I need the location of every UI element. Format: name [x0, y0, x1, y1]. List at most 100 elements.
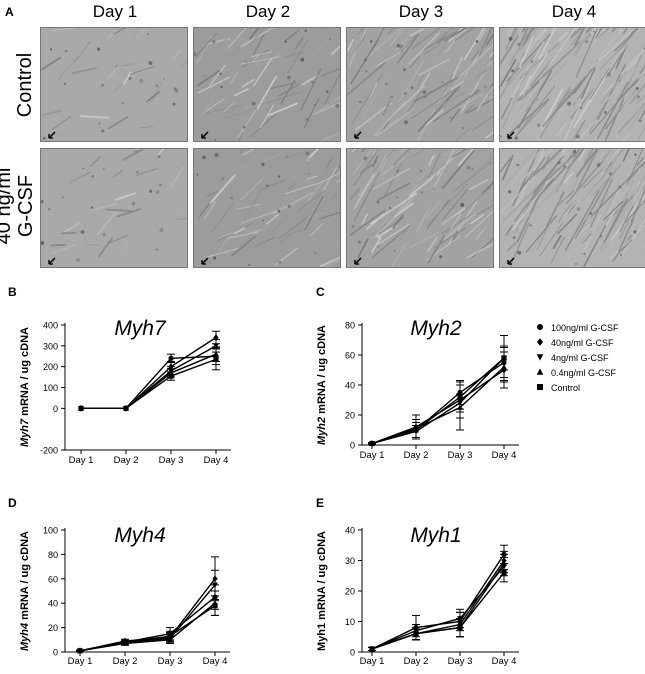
- y-tick-label: 200: [43, 362, 58, 372]
- series-line: [371, 563, 505, 650]
- chart-title: Myh4: [114, 524, 165, 547]
- series-triangle-up: [76, 590, 219, 654]
- series-line: [81, 345, 217, 410]
- series-line: [81, 355, 217, 410]
- x-tick-label: Day 3: [158, 656, 183, 667]
- x-tick-label: Day 1: [360, 450, 385, 461]
- day-label-2: Day 2: [245, 2, 291, 21]
- data-point: [168, 355, 174, 361]
- data-point: [457, 394, 463, 400]
- data-point: [122, 639, 128, 645]
- series-line: [371, 572, 505, 650]
- x-tick-label: Day 1: [360, 656, 385, 667]
- y-axis-label: Myh1 mRNA / ug cDNA: [316, 531, 328, 651]
- series-line: [371, 566, 505, 650]
- series-circle: [368, 347, 508, 447]
- y-axis-label: Myh4 mRNA / ug cDNA: [19, 531, 31, 651]
- series-triangle-up: [368, 351, 508, 446]
- arrow-icon: [354, 131, 362, 139]
- y-tick-label: 100: [43, 383, 58, 393]
- panel-letter: B: [8, 285, 17, 299]
- x-tick-label: Day 2: [113, 656, 138, 667]
- series-diamond: [78, 330, 220, 412]
- data-point: [167, 633, 173, 639]
- day-label-3: Day 3: [398, 2, 444, 21]
- series-line: [371, 560, 505, 650]
- chart-b: B Myh7 Myh7 mRNA / ug cDNA -200 0 100 200 300 40…: [8, 285, 231, 466]
- panel-letter: D: [8, 496, 17, 510]
- x-tick-label: Day 4: [204, 455, 229, 466]
- legend-marker-square: [537, 383, 543, 390]
- y-tick-label: -200: [40, 446, 58, 456]
- y-tick-label: 40: [48, 599, 58, 609]
- x-tick-label: Day 4: [492, 656, 517, 667]
- x-tick-label: Day 1: [69, 455, 94, 466]
- y-tick-label: 40: [345, 526, 355, 536]
- series-line: [371, 366, 505, 445]
- y-axis-label: Myh7 mRNA / ug cDNA: [19, 327, 31, 447]
- legend-label: Control: [551, 382, 581, 393]
- data-point: [413, 427, 419, 433]
- y-tick-label: 20: [345, 411, 355, 421]
- legend-label: 0.4ng/ml G-CSF: [551, 367, 617, 378]
- series-line: [79, 602, 216, 652]
- arrow-icon: [354, 257, 362, 265]
- y-tick-label: 0: [53, 648, 58, 658]
- micrograph-control-day1: [40, 27, 188, 142]
- series-square: [368, 345, 508, 447]
- data-point: [78, 405, 84, 411]
- x-tick-label: Day 3: [159, 455, 184, 466]
- legend-item: 4ng/ml G-CSF: [535, 350, 619, 365]
- series-square: [76, 595, 219, 654]
- y-axis-label: Myh2 mRNA / ug cDNA: [316, 325, 328, 445]
- data-point: [212, 603, 218, 609]
- chart-c: C Myh2 Myh2 mRNA / ug cDNA 0 20 40 60 80 Day 1 Da…: [316, 285, 519, 461]
- arrow-icon: [48, 257, 56, 265]
- y-tick-label: 300: [43, 341, 58, 351]
- y-tick-label: 20: [48, 623, 58, 633]
- x-tick-label: Day 2: [114, 455, 139, 466]
- series-circle: [78, 347, 220, 411]
- arrow-icon: [507, 131, 515, 139]
- chart-d: D Myh4 Myh4 mRNA / ug cDNA 0 20 40 60 80 100 Day …: [8, 496, 230, 667]
- series-line: [81, 353, 217, 410]
- arrow-icon: [48, 131, 56, 139]
- legend-label: 4ng/ml G-CSF: [551, 352, 609, 363]
- x-tick-label: Day 3: [448, 656, 473, 667]
- micrograph-gcsf-day4: [499, 148, 645, 268]
- data-point: [213, 343, 219, 349]
- legend: 100ng/ml G-CSF 40ng/ml G-CSF 4ng/ml G-CS…: [535, 320, 619, 395]
- arrow-icon: [507, 257, 515, 265]
- micrograph-control-day4: [499, 27, 645, 142]
- series-square: [78, 348, 220, 411]
- micrograph-gcsf-day1: [40, 148, 188, 268]
- series-triangle-down: [368, 335, 508, 447]
- series-diamond: [368, 550, 508, 653]
- series-line: [79, 605, 216, 652]
- series-diamond: [368, 351, 508, 447]
- series-line: [371, 554, 505, 650]
- series-line: [81, 358, 217, 410]
- series-line: [371, 369, 505, 445]
- series-line: [79, 584, 216, 652]
- series-circle: [76, 584, 219, 654]
- y-tick-label: 60: [48, 574, 58, 584]
- x-tick-label: Day 4: [203, 656, 228, 667]
- arrow-icon: [201, 257, 209, 265]
- data-point: [213, 356, 219, 362]
- chart-title: Myh7: [114, 317, 167, 340]
- micrograph-gcsf-day3: [346, 148, 494, 268]
- legend-marker-diamond: [535, 337, 551, 349]
- data-point: [369, 646, 375, 652]
- legend-label: 100ng/ml G-CSF: [551, 322, 619, 333]
- panel-a-letter: A: [5, 5, 14, 19]
- legend-marker-diamond: [537, 337, 543, 346]
- legend-marker-triangle-down: [535, 352, 551, 364]
- data-point: [168, 373, 174, 379]
- y-tick-label: 80: [48, 550, 58, 560]
- series-line: [371, 357, 505, 445]
- chart-title: Myh2: [410, 317, 462, 340]
- legend-marker-triangle-down: [536, 353, 544, 361]
- y-tick-label: 100: [43, 526, 58, 536]
